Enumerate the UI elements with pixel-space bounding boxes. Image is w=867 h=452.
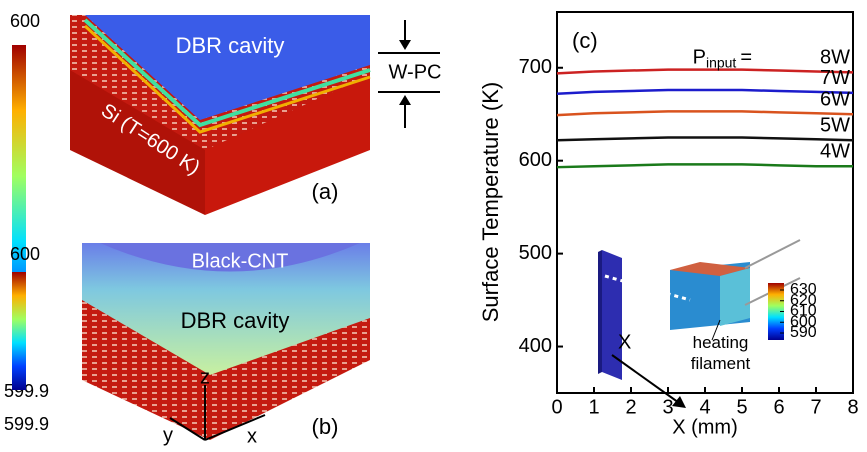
legend-subscript: input [706,54,736,70]
inset-colorbar-label: 630 [790,281,817,298]
dimension-label: W-PC [389,61,442,83]
inset-axis-label: X [618,331,631,353]
series-line [557,164,853,167]
x-tick-label: 6 [773,396,784,418]
x-tick-label: 1 [588,396,599,418]
series-line [557,137,853,140]
colorbar-min: 599.9 [4,414,49,434]
legend-label: 5W [820,115,850,137]
axis-label: z [200,366,210,388]
series-line [557,111,853,115]
legend-sign: = [740,47,752,69]
x-tick-label: 5 [736,396,747,418]
panel-label: (a) [312,179,339,204]
legend-symbol: P [693,47,706,69]
axis-label: x [247,425,257,447]
colorbar-min: 599.9 [4,381,49,401]
axis-label: y [163,424,173,446]
x-tick-label: 7 [810,396,821,418]
y-tick-label: 500 [519,242,552,264]
x-tick-label: 4 [699,396,710,418]
legend-prefix: Pinput= [693,47,752,70]
panel-c: (c) X (mm) Surface Temperature (K) X hea… [478,12,859,438]
y-tick-label: 600 [519,149,552,171]
figure: 600 599.9 DBR cavity Si (T=600 K) W-PC (… [0,0,867,447]
inset-annotation: heating filament [668,332,773,374]
x-tick-label: 8 [847,396,858,418]
colorbar-max: 600 [10,11,40,31]
y-tick-label: 700 [519,56,552,78]
region-label: DBR cavity [176,33,285,58]
colorbar-max: 600 [10,244,40,264]
panel-b: 600 599.9 Black-CNT DBR cavity z y x (b) [4,243,370,447]
inset-annotation-box: heating filament [668,332,773,382]
chart-title: (c) [572,28,598,53]
legend-label: 6W [820,89,850,111]
region-label: Black-CNT [192,250,289,272]
x-tick-label: 0 [551,396,562,418]
legend-label: 7W [820,67,850,89]
x-tick-label: 3 [662,396,673,418]
colorbar [12,272,26,390]
inset: X heating filament [598,240,800,408]
series-line [557,90,853,94]
y-axis-label: Surface Temperature (K) [478,82,503,322]
x-axis-label: X (mm) [672,416,738,438]
legend-label: 8W [820,47,850,69]
panel-label: (b) [312,414,339,439]
legend-label: 4W [820,141,850,163]
x-tick-label: 2 [625,396,636,418]
series-line [557,70,853,74]
y-tick-label: 400 [519,335,552,357]
region-label: DBR cavity [181,308,290,333]
